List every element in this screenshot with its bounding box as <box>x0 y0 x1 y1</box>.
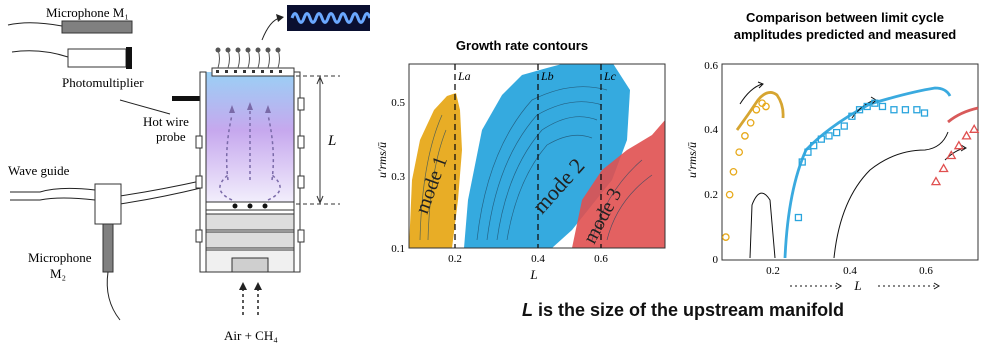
contours-ytick: 0.1 <box>391 243 405 255</box>
contours-xtick: 0.2 <box>448 253 462 265</box>
photomultiplier-lens <box>126 47 132 69</box>
contours-frame <box>408 63 666 249</box>
measured-point <box>953 140 965 150</box>
measured-point <box>817 135 825 143</box>
hot-wire-probe-label-2: probe <box>156 129 186 144</box>
growth-rate-contours: Growth rate contours La Lb Lc mode 1 mod… <box>375 38 666 282</box>
measured-point <box>848 112 856 120</box>
wave-guide-label: Wave guide <box>8 163 70 178</box>
photomultiplier-label: Photomultiplier <box>62 75 144 90</box>
measured-point <box>878 102 887 111</box>
hot-wire-probe-label-1: Hot wire <box>143 114 189 129</box>
measured-point <box>832 128 841 137</box>
measured-point <box>913 106 921 114</box>
contour-lines <box>419 86 653 241</box>
predicted-unstable-branch-1 <box>749 192 776 259</box>
microphone-m2-label-2: M₂ <box>50 266 66 281</box>
microphone-m1-label: Microphone M₁ <box>46 5 129 20</box>
limit-cycle-comparison-chart: Comparison between limit cycle amplitude… <box>685 10 980 293</box>
measured-point <box>961 130 972 140</box>
comparison-frame <box>721 63 979 261</box>
figure-caption: L is the size of the upstream manifold <box>522 300 962 321</box>
length-dimension <box>296 75 340 205</box>
mode-3-region <box>572 120 665 248</box>
microphone-m2-label-1: Microphone <box>28 250 92 265</box>
hot-wire-probe <box>172 96 212 101</box>
wave-guide-connection <box>119 179 206 205</box>
photomultiplier-body <box>67 48 127 68</box>
comparison-xtick: 0.6 <box>919 265 933 277</box>
measured-point <box>969 124 980 133</box>
measured-point <box>762 102 770 111</box>
measured-point <box>741 132 749 140</box>
comparison-ytick: 0 <box>713 254 719 266</box>
measured-point <box>938 163 949 173</box>
comparison-xtick: 0.4 <box>843 265 857 277</box>
contours-xlabel: L <box>529 267 537 282</box>
measured-point <box>825 132 833 140</box>
comparison-xlabel: L <box>853 278 861 293</box>
measured-point <box>794 213 803 222</box>
measured-point <box>855 106 864 114</box>
measured-point <box>798 158 806 166</box>
microphone-m1-body <box>61 20 133 34</box>
comparison-xtick: 0.2 <box>766 265 780 277</box>
microphone-m2-stem <box>102 223 114 273</box>
predicted-mode-3-curve <box>947 106 979 124</box>
contours-ytick: 0.5 <box>391 97 405 109</box>
contours-xtick: 0.6 <box>594 253 608 265</box>
inset-leader <box>261 17 281 41</box>
mode-1-region <box>409 93 462 248</box>
measured-point <box>752 105 761 114</box>
photomultiplier-cable <box>11 50 69 58</box>
microphone-m1-cable <box>7 22 63 27</box>
predicted-unstable-branch-2 <box>833 131 949 259</box>
length-label: L <box>327 133 336 149</box>
contours-ylabel: u′rms/ū <box>375 142 389 178</box>
microphone-m2-body <box>94 183 122 225</box>
measured-point <box>871 99 879 107</box>
caption-symbol: L <box>522 300 533 320</box>
combustor-body <box>195 47 305 273</box>
contours-ytick: 0.3 <box>391 171 405 183</box>
contours-xtick: 0.4 <box>531 253 545 265</box>
measured-point <box>721 233 730 241</box>
measured-point <box>746 118 755 127</box>
measured-point <box>930 176 942 186</box>
measured-point <box>890 106 898 114</box>
predicted-mode-1-curve <box>735 91 785 131</box>
marker-lb: Lb <box>540 69 554 83</box>
comparison-ylabel: u′rms/ū <box>685 142 699 178</box>
comparison-ytick: 0.6 <box>704 60 718 72</box>
marker-lc: Lc <box>603 69 617 83</box>
wave-guide-tube <box>10 187 96 201</box>
wave-guide-dashed <box>10 191 30 201</box>
measured-point <box>901 106 910 114</box>
measured-point <box>729 167 738 176</box>
flame-photo-inset <box>287 5 370 31</box>
inlet-label: Air + CH₄ <box>224 328 278 343</box>
measured-point <box>735 148 744 157</box>
comparison-title-2: amplitudes predicted and measured <box>734 27 957 42</box>
comparison-title-1: Comparison between limit cycle <box>746 10 944 25</box>
hot-wire-leader <box>119 99 171 115</box>
contours-title: Growth rate contours <box>456 38 588 53</box>
measured-point <box>840 122 848 130</box>
measured-point <box>920 109 929 117</box>
measured-point <box>804 148 812 156</box>
measured-data-markers <box>721 99 980 241</box>
measured-point <box>810 142 818 150</box>
measured-point <box>946 150 957 160</box>
predicted-mode-2-curve <box>783 86 952 259</box>
comparison-ytick: 0.2 <box>704 189 718 201</box>
marker-lines <box>454 64 602 248</box>
marker-la: La <box>457 69 471 83</box>
measured-point <box>863 102 871 111</box>
comparison-ytick: 0.4 <box>704 124 718 136</box>
combustor-schematic: Microphone M₁ Photomultiplier Hot wire p… <box>7 5 370 343</box>
microphone-m2-cable <box>106 271 121 321</box>
measured-point <box>725 190 734 199</box>
caption-text: is the size of the upstream manifold <box>533 300 845 320</box>
